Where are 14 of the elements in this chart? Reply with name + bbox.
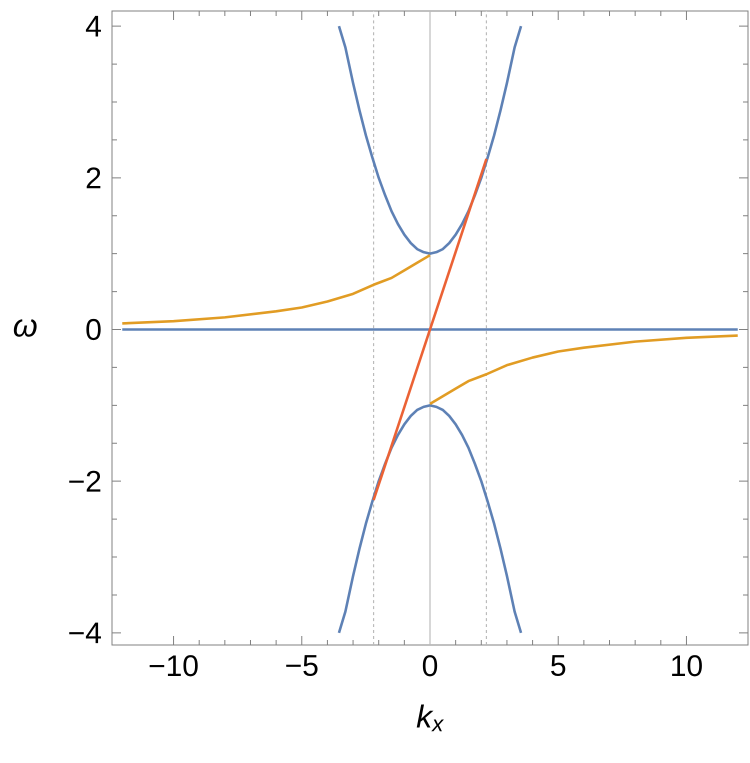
x-tick-label: 0 [422, 655, 438, 676]
y-tick-label: 2 [86, 167, 100, 188]
y-tick-label: −4 [69, 622, 101, 644]
x-axis-title: k$_{x}$ [416, 704, 444, 732]
y-tick-label: 0 [86, 318, 101, 340]
x-tick-label: −5 [286, 655, 318, 676]
line-series [428, 334, 740, 406]
x-tick-label: 10 [672, 655, 702, 676]
y-tick-label: −2 [69, 470, 100, 492]
x-tick-label: 5 [551, 655, 566, 676]
y-axis-title: ω [14, 319, 37, 337]
y-tick-label: 4 [86, 16, 101, 36]
line-series [120, 254, 432, 325]
x-tick-label: −10 [150, 655, 198, 676]
